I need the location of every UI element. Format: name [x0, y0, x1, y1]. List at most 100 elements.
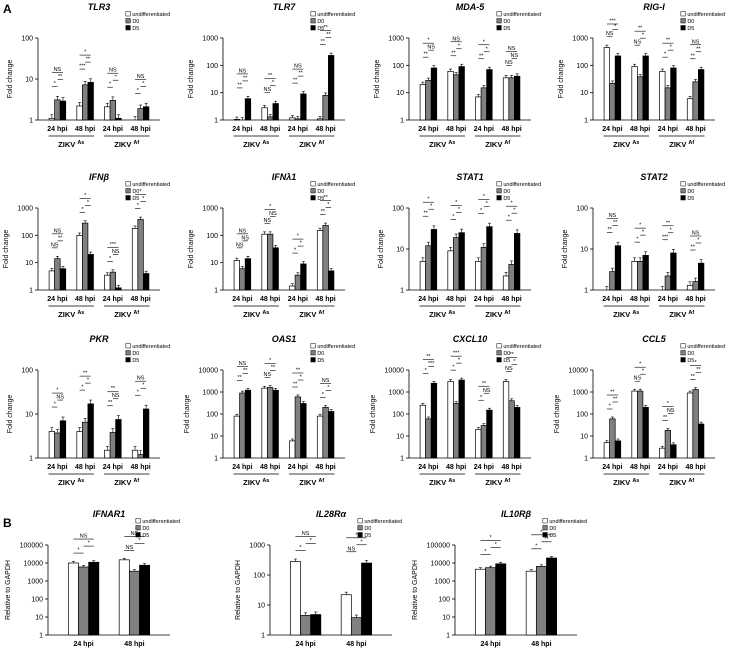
bar-il10r--d0-1	[535, 566, 547, 636]
y-tick-label: 100	[576, 206, 588, 213]
significance-label: **	[243, 368, 248, 374]
significance-label: NS	[241, 235, 249, 241]
bar-ccl5-d0-1	[637, 390, 644, 459]
x-tick-label: 24 hpi	[474, 296, 494, 303]
legend-swatch-undifferentiated	[310, 181, 316, 187]
group-label-superscript: As	[632, 140, 639, 146]
x-tick-label: 48 hpi	[685, 126, 705, 133]
y-tick-label: 100000	[20, 543, 43, 550]
group-label-af: ZIKV Af	[299, 478, 324, 487]
significance-label: NS	[606, 31, 614, 37]
bar-ccl5-undifferentiated-3	[686, 392, 694, 459]
y-tick-label: 10	[210, 90, 218, 97]
x-tick-label: 24 hpi	[232, 296, 252, 303]
y-tick-label: 1	[584, 456, 588, 463]
y-tick-label: 100	[576, 63, 588, 70]
significance-label: **	[482, 381, 487, 387]
significance-label: NS	[692, 230, 700, 236]
bar-il10r--d5-0	[495, 563, 507, 636]
significance-label: *	[77, 548, 80, 554]
bar-pkr-d5-2	[115, 419, 122, 459]
significance-label: *	[355, 532, 358, 538]
x-tick-label: 48 hpi	[260, 126, 280, 133]
significance-label: NS	[137, 376, 145, 382]
y-tick-label: 1000	[388, 390, 404, 397]
significance-label: *	[642, 230, 645, 236]
group-label-text: ZIKV	[429, 310, 448, 319]
legend-label-undifferentiated: undifferentiated	[132, 344, 170, 350]
bar-tlr3-d0-0	[54, 99, 61, 121]
significance-label: **	[610, 390, 615, 396]
significance-label: *	[483, 194, 486, 200]
significance-label: *	[642, 369, 645, 375]
bar-ifn-1-d0-2	[294, 274, 301, 291]
group-label-text: ZIKV	[613, 140, 632, 149]
bar-mda-5-undifferentiated-0	[419, 84, 426, 121]
bar-ifn-1-d5-3	[328, 270, 335, 291]
bar-pkr-d0-2	[109, 432, 116, 459]
significance-label: ***	[662, 234, 669, 240]
legend-label-undifferentiated: undifferentiated	[687, 182, 725, 188]
y-axis-label: Fold change	[3, 230, 10, 269]
significance-label: **	[423, 52, 428, 58]
y-tick-label: 1	[400, 118, 404, 125]
x-tick-label: 48 hpi	[260, 464, 280, 471]
significance-label: *	[142, 383, 145, 389]
bar-stat2-d5-3	[698, 262, 705, 291]
bar-stat1-undifferentiated-1	[447, 250, 454, 291]
bar-il28r--d5-0	[310, 614, 322, 636]
legend-swatch-undifferentiated	[496, 343, 502, 349]
y-tick-label: 100000	[427, 543, 450, 550]
bar-il28r--d5-1	[361, 562, 373, 636]
significance-label: NS	[112, 393, 120, 399]
group-label-superscript: As	[262, 310, 269, 316]
significance-label: *	[513, 208, 516, 214]
bar-pkr-undifferentiated-0	[48, 431, 55, 459]
bar-pkr-d0-0	[54, 432, 61, 459]
legend-swatch-d5	[680, 357, 686, 363]
legend-label-d5: D5	[132, 358, 139, 364]
legend-swatch-d0	[125, 18, 131, 24]
significance-label: NS	[239, 361, 247, 367]
bar-pkr-undifferentiated-3	[131, 449, 139, 459]
bar-ifn-1-undifferentiated-2	[289, 285, 296, 291]
y-tick-label: 100	[576, 412, 588, 419]
legend-label-d5: D5	[549, 533, 556, 539]
legend-swatch-d0	[496, 350, 502, 356]
legend-label-d0: D0	[142, 526, 149, 532]
legend-swatch-d5	[135, 532, 141, 538]
bar-oas1-undifferentiated-0	[233, 415, 240, 459]
bar-il10r--undifferentiated-0	[474, 568, 486, 636]
group-label-superscript: Af	[504, 478, 510, 484]
y-tick-label: 1000	[388, 36, 404, 43]
legend-swatch-d5	[496, 25, 502, 31]
bar-oas1-d5-3	[328, 411, 335, 459]
group-label-text: ZIKV	[58, 310, 77, 319]
significance-label: *	[300, 375, 303, 381]
bar-tlr7-d5-3	[328, 55, 335, 121]
significance-label: **	[298, 71, 303, 77]
x-tick-label: 48 hpi	[501, 126, 521, 133]
bar-ccl5-d0-0	[609, 418, 616, 459]
x-tick-label: 24 hpi	[288, 296, 308, 303]
chart-title-ifn-: IFNβ	[89, 172, 109, 182]
x-tick-label: 48 hpi	[446, 464, 466, 471]
group-label-af: ZIKV Af	[114, 310, 139, 319]
legend-swatch-undifferentiated	[125, 11, 131, 17]
legend-swatch-undifferentiated	[310, 343, 316, 349]
group-label-text: ZIKV	[58, 478, 77, 487]
y-tick-label: 100	[438, 597, 450, 604]
legend-swatch-d5	[680, 25, 686, 31]
significance-label: NS	[609, 213, 617, 219]
bar-tlr7-undifferentiated-1	[261, 107, 268, 121]
significance-label: **	[426, 354, 431, 360]
significance-label: *	[486, 46, 489, 52]
bar-ccl5-d5-1	[642, 407, 649, 459]
bar-il28r--d0-1	[350, 617, 362, 636]
legend-label-d5: D5	[142, 533, 149, 539]
legend-swatch-d5	[125, 195, 131, 201]
significance-label: NS	[269, 211, 277, 217]
significance-label: NS	[505, 366, 513, 372]
group-label-superscript: Af	[133, 140, 139, 146]
bar-ccl5-d5-2	[670, 444, 677, 459]
